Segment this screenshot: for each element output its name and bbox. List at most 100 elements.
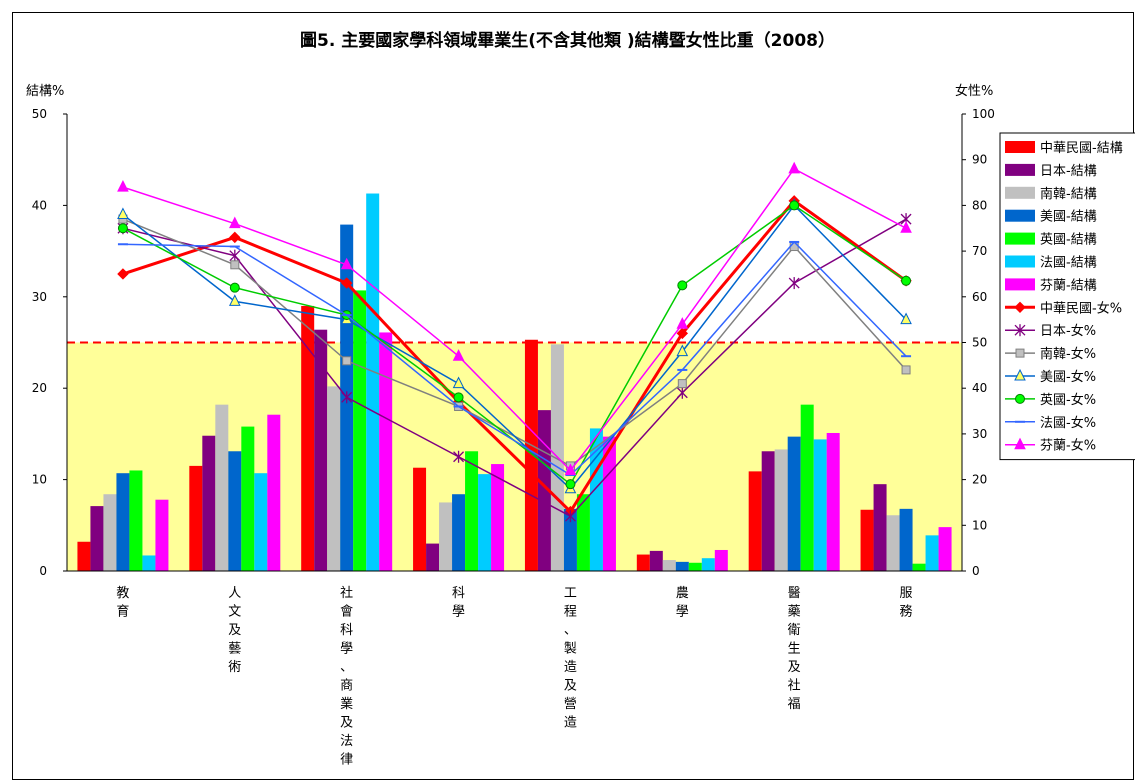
point bbox=[341, 391, 353, 404]
point bbox=[340, 257, 353, 270]
point bbox=[229, 231, 241, 244]
point bbox=[452, 376, 465, 389]
bar bbox=[576, 494, 590, 571]
chart-title: 圖5. 主要國家學科領域畢業生(不含其他類 )結構暨女性比重（2008） bbox=[300, 31, 835, 51]
bar bbox=[649, 550, 663, 571]
bar bbox=[254, 473, 268, 571]
legend-label: 南韓-女% bbox=[1040, 346, 1096, 362]
bar bbox=[688, 562, 702, 571]
bar bbox=[886, 515, 900, 571]
bar bbox=[714, 549, 728, 571]
legend-label: 英國-女% bbox=[1040, 392, 1096, 408]
point bbox=[117, 223, 128, 234]
bar bbox=[701, 558, 715, 571]
y2-tick-label: 90 bbox=[972, 153, 987, 167]
bar bbox=[103, 494, 117, 571]
y2-tick-label: 40 bbox=[972, 381, 987, 395]
point bbox=[342, 356, 352, 366]
y2-tick-label: 100 bbox=[972, 107, 995, 121]
y-tick-label: 50 bbox=[32, 107, 47, 121]
point bbox=[340, 277, 353, 289]
point bbox=[677, 280, 688, 291]
bar bbox=[800, 404, 814, 571]
y-tick-label: 30 bbox=[32, 290, 47, 304]
legend-label: 中華民國-結構 bbox=[1040, 141, 1123, 156]
point bbox=[676, 344, 689, 357]
legend-label: 中華民國-女% bbox=[1040, 300, 1122, 316]
bar bbox=[90, 506, 104, 571]
point bbox=[565, 479, 576, 490]
bar bbox=[563, 508, 577, 571]
bar bbox=[860, 509, 874, 571]
y-tick-label: 0 bbox=[39, 564, 47, 578]
legend-label: 芬蘭-女% bbox=[1040, 438, 1096, 454]
point bbox=[452, 349, 465, 361]
point bbox=[453, 450, 465, 463]
legend-swatch bbox=[1005, 255, 1035, 268]
legend-swatch bbox=[1005, 232, 1035, 245]
legend-swatch bbox=[1005, 278, 1035, 291]
axes-group: 0 10 20 30 40 50 0 10 20 30 40 50 60 70 80 90 100 bbox=[32, 107, 995, 578]
point bbox=[788, 161, 800, 174]
category-label: 教育 bbox=[116, 585, 129, 620]
line-series bbox=[117, 213, 912, 523]
legend-label: 日本-女% bbox=[1040, 323, 1096, 339]
bar bbox=[452, 494, 466, 571]
legend-label: 南韓-結構 bbox=[1040, 186, 1097, 202]
category-label: 農學 bbox=[676, 586, 689, 620]
series-line bbox=[122, 167, 907, 472]
bar bbox=[662, 560, 676, 571]
point bbox=[1015, 348, 1025, 358]
point bbox=[901, 365, 911, 375]
bar bbox=[202, 435, 216, 571]
bar bbox=[426, 543, 440, 571]
category-label: 人文及藝術 bbox=[228, 586, 241, 675]
y2-tick-label: 70 bbox=[972, 244, 987, 258]
line-series-group bbox=[117, 161, 912, 523]
point bbox=[117, 207, 129, 220]
bar bbox=[938, 527, 952, 571]
point bbox=[1015, 393, 1025, 404]
point bbox=[1014, 301, 1026, 314]
series-line bbox=[122, 198, 907, 514]
point bbox=[789, 200, 800, 211]
legend-label: 法國-結構 bbox=[1040, 256, 1097, 271]
point bbox=[788, 277, 800, 290]
legend-label: 芬蘭-結構 bbox=[1040, 277, 1097, 293]
line-series bbox=[117, 240, 912, 477]
y2-tick-label: 0 bbox=[972, 564, 980, 578]
bar bbox=[826, 432, 840, 571]
y-axis-right-label: 女性% bbox=[955, 84, 994, 99]
point bbox=[229, 294, 241, 306]
point bbox=[677, 379, 687, 389]
bar bbox=[301, 305, 315, 571]
point bbox=[117, 180, 129, 192]
y2-tick-label: 30 bbox=[972, 427, 987, 441]
legend: 中華民國-結構日本-結構南韓-結構美國-結構英國-結構法國-結構芬蘭-結構中華民… bbox=[999, 132, 1135, 461]
bar bbox=[327, 386, 341, 571]
legend-swatch bbox=[1005, 186, 1035, 199]
category-label: 醫藥衛生及社福 bbox=[788, 586, 801, 712]
point bbox=[1014, 324, 1026, 337]
legend-label: 英國-結構 bbox=[1040, 233, 1097, 248]
legend-line-swatch bbox=[1005, 437, 1035, 450]
legend-label: 法國-女% bbox=[1040, 415, 1096, 431]
bar bbox=[912, 563, 926, 571]
point bbox=[1014, 368, 1026, 381]
line-series bbox=[117, 161, 912, 475]
bar bbox=[413, 467, 427, 571]
legend-label: 日本-結構 bbox=[1040, 164, 1097, 179]
category-label: 科學 bbox=[452, 586, 465, 620]
point bbox=[117, 268, 129, 280]
y-tick-label: 40 bbox=[32, 198, 47, 212]
point bbox=[564, 463, 577, 475]
legend-swatch bbox=[1005, 209, 1035, 222]
bar bbox=[241, 426, 255, 571]
point bbox=[229, 249, 241, 262]
y2-tick-label: 10 bbox=[972, 518, 987, 532]
point bbox=[900, 312, 912, 325]
bar bbox=[873, 484, 887, 571]
point bbox=[900, 221, 912, 233]
point bbox=[229, 216, 241, 229]
